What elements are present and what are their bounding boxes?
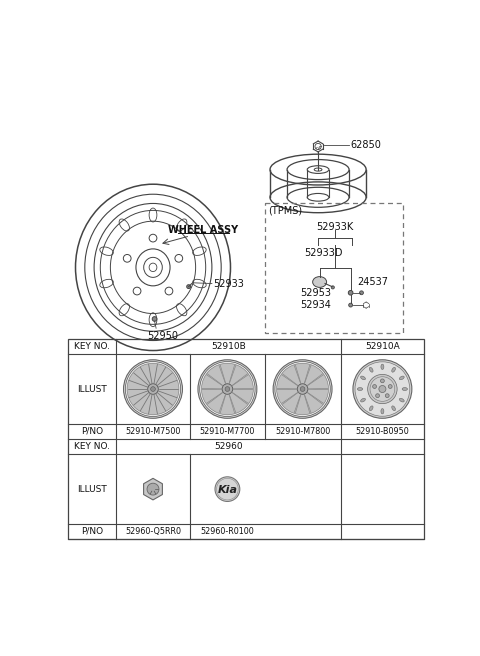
Text: 52910B: 52910B: [211, 342, 246, 351]
Ellipse shape: [399, 376, 404, 380]
Text: 52933K: 52933K: [316, 222, 354, 232]
Text: 52960-R0100: 52960-R0100: [201, 527, 254, 536]
Text: 52933D: 52933D: [304, 248, 343, 258]
Circle shape: [348, 291, 353, 295]
Circle shape: [381, 379, 384, 382]
Circle shape: [353, 359, 412, 419]
Text: Kia: Kia: [217, 485, 238, 495]
Ellipse shape: [402, 388, 408, 390]
Ellipse shape: [370, 367, 373, 372]
Text: P/NO: P/NO: [81, 427, 103, 436]
Text: 52910-M7700: 52910-M7700: [200, 427, 255, 436]
Circle shape: [372, 384, 376, 388]
Text: ILLUST: ILLUST: [77, 384, 107, 394]
Bar: [68, 339, 424, 539]
Text: 52960: 52960: [214, 442, 242, 451]
Circle shape: [200, 361, 255, 417]
Circle shape: [125, 361, 180, 417]
Circle shape: [275, 361, 330, 417]
Circle shape: [202, 363, 253, 415]
Circle shape: [215, 477, 240, 501]
Circle shape: [273, 359, 332, 419]
Circle shape: [370, 377, 395, 401]
Text: (TPMS): (TPMS): [268, 205, 302, 215]
Text: 52950: 52950: [147, 331, 178, 341]
Ellipse shape: [360, 398, 365, 402]
Circle shape: [376, 394, 380, 398]
Circle shape: [225, 386, 230, 392]
Text: 52960-Q5RR0: 52960-Q5RR0: [125, 527, 181, 536]
Circle shape: [198, 359, 257, 419]
Text: KEY NO.: KEY NO.: [74, 342, 110, 351]
Ellipse shape: [312, 277, 326, 287]
Ellipse shape: [358, 388, 363, 390]
Circle shape: [151, 386, 156, 392]
Text: 52910A: 52910A: [365, 342, 400, 351]
Text: 52910-M7500: 52910-M7500: [125, 427, 180, 436]
Text: KEY NO.: KEY NO.: [74, 442, 110, 451]
Circle shape: [348, 303, 353, 307]
Circle shape: [368, 375, 397, 403]
Ellipse shape: [381, 364, 384, 369]
Text: 52953: 52953: [300, 288, 331, 298]
Ellipse shape: [392, 406, 396, 411]
Circle shape: [147, 483, 159, 495]
Ellipse shape: [360, 376, 365, 380]
Circle shape: [360, 291, 363, 295]
Circle shape: [388, 384, 392, 388]
Ellipse shape: [392, 367, 396, 372]
Circle shape: [276, 363, 328, 415]
Circle shape: [127, 363, 179, 415]
Circle shape: [355, 362, 410, 417]
Circle shape: [187, 285, 191, 289]
Ellipse shape: [399, 398, 404, 402]
Circle shape: [379, 386, 386, 392]
Circle shape: [152, 317, 157, 321]
Bar: [265, 203, 403, 333]
Ellipse shape: [381, 409, 384, 414]
Circle shape: [300, 386, 305, 392]
Text: 52933: 52933: [214, 279, 244, 289]
Text: 52934: 52934: [300, 300, 331, 310]
Text: 62850: 62850: [350, 140, 382, 150]
Circle shape: [297, 384, 308, 394]
Circle shape: [222, 384, 233, 394]
Text: 24537: 24537: [357, 277, 388, 287]
Text: 52910-M7800: 52910-M7800: [275, 427, 330, 436]
Circle shape: [331, 286, 335, 289]
Ellipse shape: [370, 406, 373, 411]
Text: ILLUST: ILLUST: [77, 485, 107, 493]
Circle shape: [123, 359, 182, 419]
Text: WHEEL ASSY: WHEEL ASSY: [168, 224, 239, 235]
Circle shape: [148, 384, 158, 394]
Text: P/NO: P/NO: [81, 527, 103, 536]
Circle shape: [385, 394, 389, 398]
Polygon shape: [144, 478, 162, 500]
Text: 52910-B0950: 52910-B0950: [356, 427, 409, 436]
